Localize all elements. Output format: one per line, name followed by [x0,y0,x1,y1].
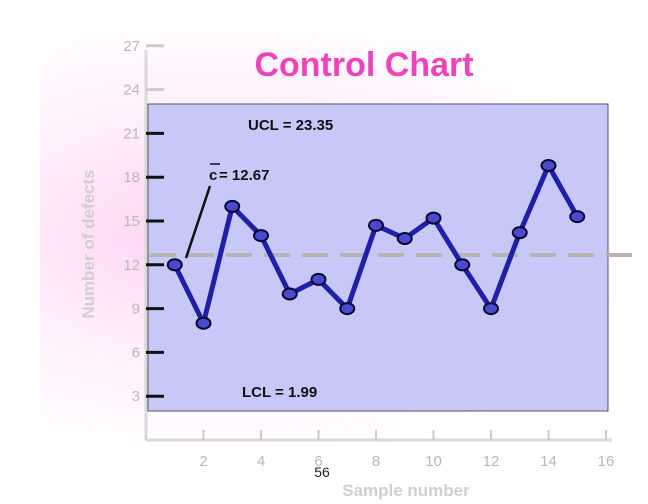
y-tick-label: 6 [132,344,140,361]
x-tick-label: 12 [483,453,500,470]
y-tick-label: 27 [123,38,140,55]
data-point [396,232,413,246]
data-point [166,258,183,272]
ucl-label: UCL = 23.35 [248,117,333,134]
data-point [425,211,442,225]
defects-series [166,159,586,330]
x-tick-label: 4 [257,453,265,470]
y-tick-label: 12 [123,257,140,274]
y-axis-title: Number of defects [79,169,98,318]
y-tick-label: 18 [123,169,140,186]
data-point [195,316,212,330]
data-point [569,210,586,224]
data-point [281,287,298,301]
x-tick-label: 16 [598,453,615,470]
x-axis-ticks: 2 4 6 8 10 12 14 16 [199,430,614,470]
data-point [339,302,356,316]
data-point [224,199,241,213]
center-annotation: c = 12.67 [184,163,269,259]
chart-title: Control Chart [254,46,473,84]
x-tick-label: 8 [372,453,380,470]
x-tick-label: 10 [425,453,442,470]
data-point [368,218,384,232]
lcl-label: LCL = 1.99 [242,384,317,401]
data-point [253,229,269,243]
x-tick-label: 14 [540,453,557,470]
data-point [454,258,471,272]
y-tick-label: 15 [123,213,140,230]
y-tick-label: 21 [123,125,140,142]
center-label-value: = 12.67 [219,167,269,184]
x-tick-label: 6 [314,453,322,470]
data-point [511,226,528,240]
x-tick-label: 2 [199,453,207,470]
center-symbol: c [209,167,217,184]
x-axis-title: Sample number [342,481,470,500]
plot-area [147,103,609,412]
data-point [483,302,499,316]
y-tick-label: 9 [132,301,140,318]
y-tick-label: 24 [123,82,140,99]
y-tick-label: 3 [132,388,140,405]
center-pointer [184,185,212,259]
page-number: 56 [314,464,330,480]
data-point [310,272,327,286]
y-axis-ticks: 3 6 9 12 15 18 21 24 27 [123,38,164,405]
data-point [540,159,557,173]
